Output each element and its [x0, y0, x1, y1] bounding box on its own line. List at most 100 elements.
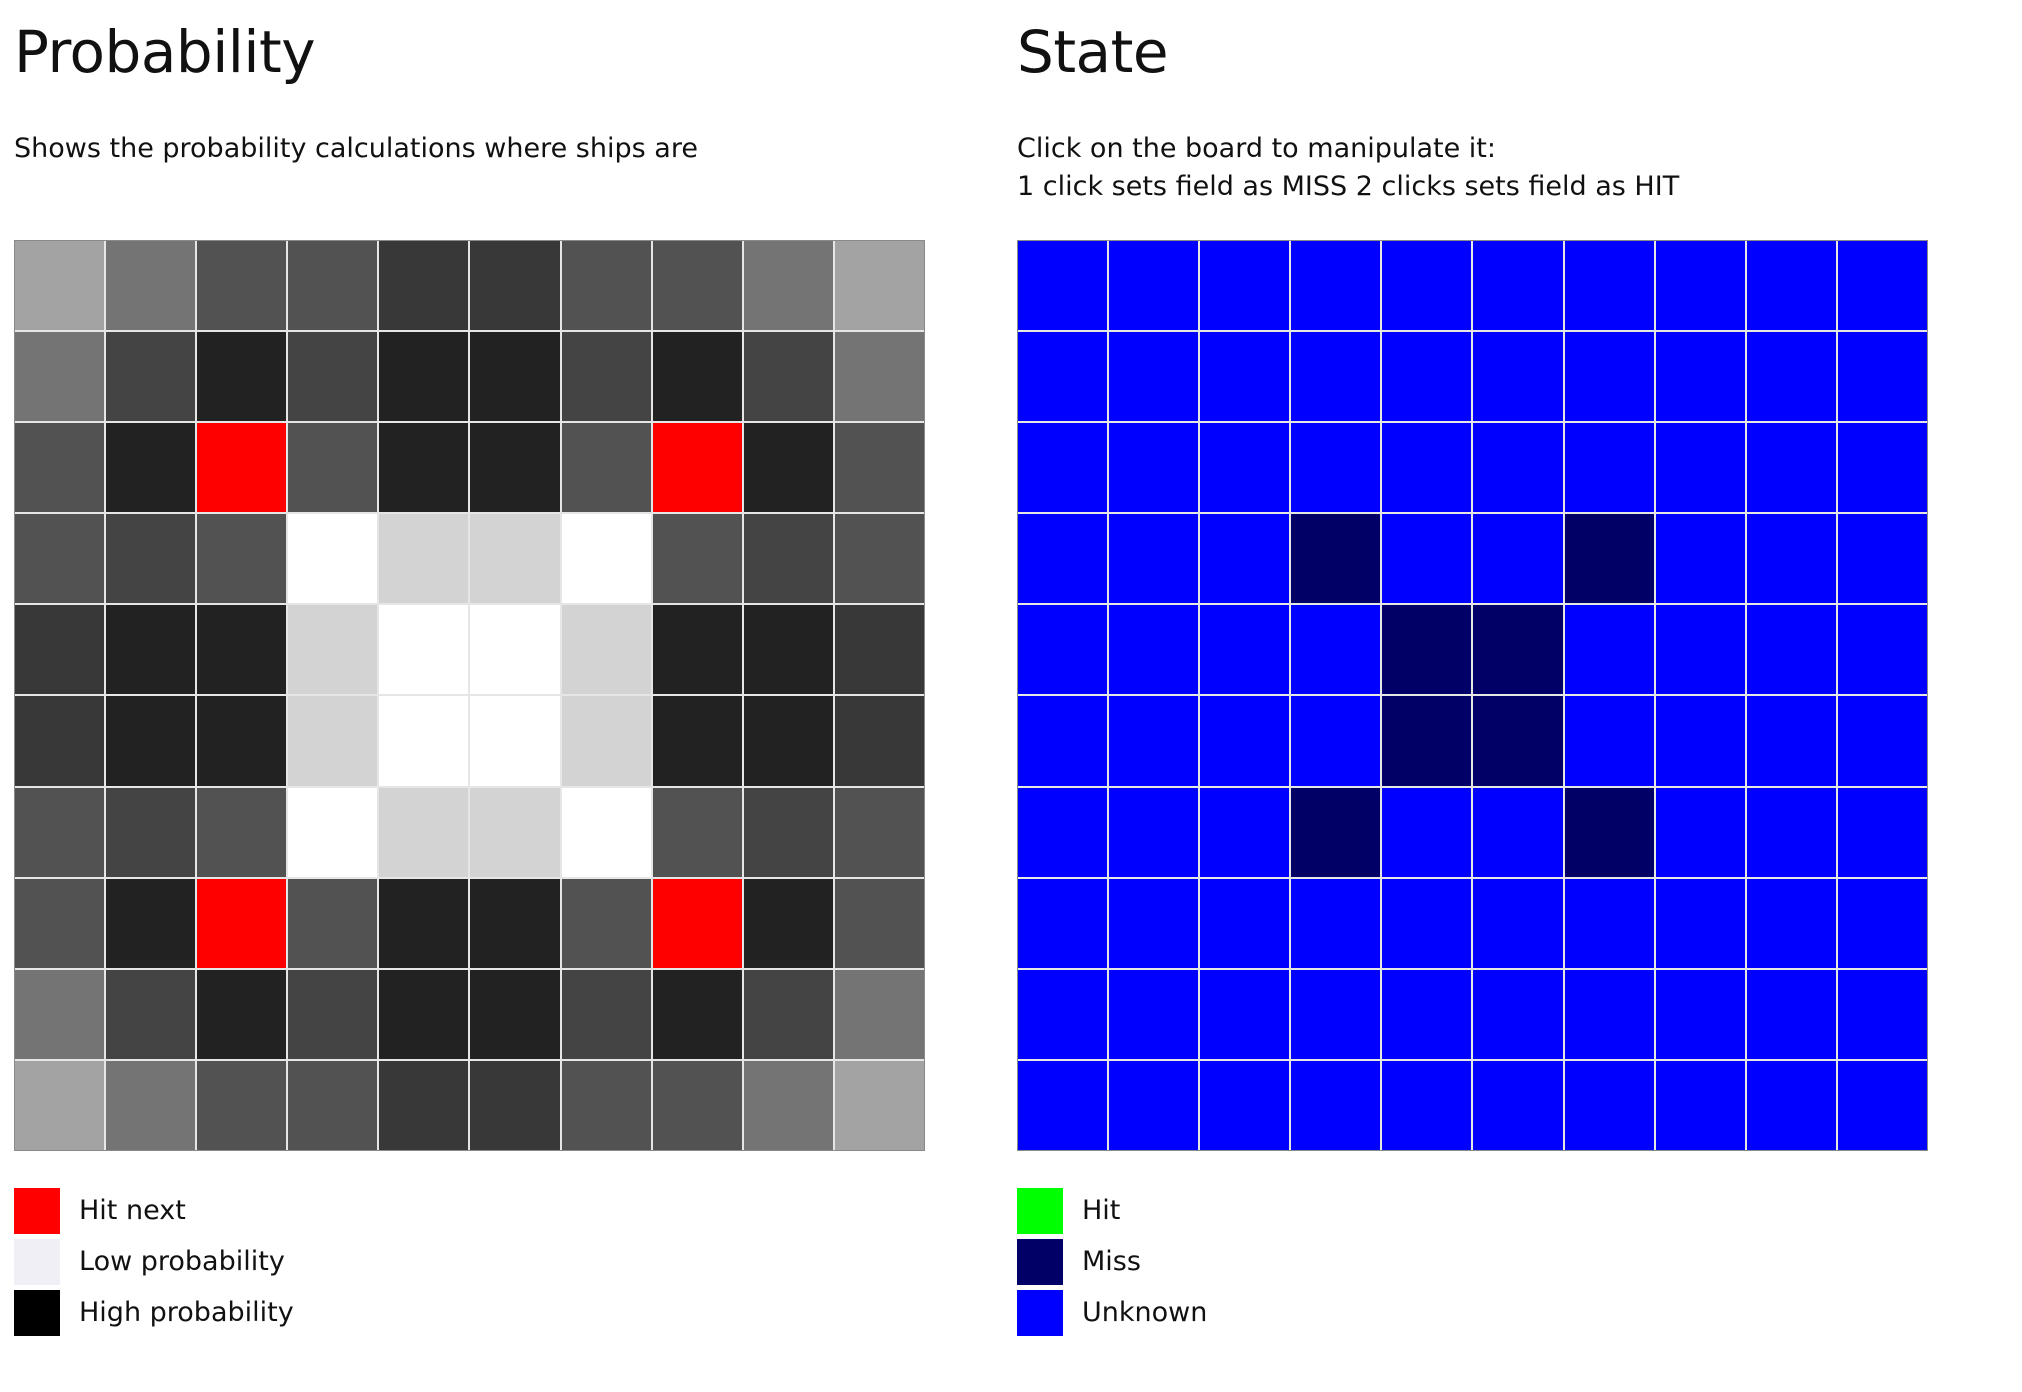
state-cell-9-0[interactable]	[1018, 1060, 1108, 1150]
state-cell-3-8[interactable]	[1746, 514, 1836, 604]
state-cell-8-5[interactable]	[1473, 969, 1563, 1059]
state-cell-3-0[interactable]	[1018, 514, 1108, 604]
state-cell-5-3[interactable]	[1291, 696, 1381, 786]
state-cell-6-3[interactable]	[1291, 787, 1381, 877]
state-cell-0-5[interactable]	[1473, 241, 1563, 331]
state-cell-4-8[interactable]	[1746, 605, 1836, 695]
state-cell-5-7[interactable]	[1655, 696, 1745, 786]
state-cell-9-2[interactable]	[1200, 1060, 1290, 1150]
state-cell-1-1[interactable]	[1109, 332, 1199, 422]
state-cell-7-3[interactable]	[1291, 878, 1381, 968]
state-cell-1-5[interactable]	[1473, 332, 1563, 422]
state-cell-5-4[interactable]	[1382, 696, 1472, 786]
state-cell-8-2[interactable]	[1200, 969, 1290, 1059]
state-cell-9-1[interactable]	[1109, 1060, 1199, 1150]
state-cell-1-7[interactable]	[1655, 332, 1745, 422]
state-cell-7-5[interactable]	[1473, 878, 1563, 968]
state-cell-6-7[interactable]	[1655, 787, 1745, 877]
state-cell-3-5[interactable]	[1473, 514, 1563, 604]
state-cell-2-1[interactable]	[1109, 423, 1199, 513]
state-cell-9-3[interactable]	[1291, 1060, 1381, 1150]
state-cell-6-9[interactable]	[1837, 787, 1927, 877]
state-cell-8-1[interactable]	[1109, 969, 1199, 1059]
state-cell-9-4[interactable]	[1382, 1060, 1472, 1150]
state-board[interactable]	[1017, 240, 1928, 1151]
state-cell-2-7[interactable]	[1655, 423, 1745, 513]
state-cell-2-0[interactable]	[1018, 423, 1108, 513]
state-cell-7-2[interactable]	[1200, 878, 1290, 968]
state-cell-5-9[interactable]	[1837, 696, 1927, 786]
state-cell-2-3[interactable]	[1291, 423, 1381, 513]
state-cell-7-0[interactable]	[1018, 878, 1108, 968]
state-cell-2-4[interactable]	[1382, 423, 1472, 513]
state-cell-3-2[interactable]	[1200, 514, 1290, 604]
state-cell-4-2[interactable]	[1200, 605, 1290, 695]
state-cell-8-6[interactable]	[1564, 969, 1654, 1059]
state-cell-4-7[interactable]	[1655, 605, 1745, 695]
state-cell-4-6[interactable]	[1564, 605, 1654, 695]
state-cell-7-9[interactable]	[1837, 878, 1927, 968]
state-cell-3-9[interactable]	[1837, 514, 1927, 604]
state-cell-6-0[interactable]	[1018, 787, 1108, 877]
state-cell-2-8[interactable]	[1746, 423, 1836, 513]
state-cell-7-4[interactable]	[1382, 878, 1472, 968]
state-cell-4-1[interactable]	[1109, 605, 1199, 695]
state-cell-5-2[interactable]	[1200, 696, 1290, 786]
state-cell-7-7[interactable]	[1655, 878, 1745, 968]
state-cell-4-5[interactable]	[1473, 605, 1563, 695]
state-cell-0-3[interactable]	[1291, 241, 1381, 331]
state-cell-1-3[interactable]	[1291, 332, 1381, 422]
state-cell-6-2[interactable]	[1200, 787, 1290, 877]
state-cell-3-1[interactable]	[1109, 514, 1199, 604]
state-cell-1-8[interactable]	[1746, 332, 1836, 422]
state-cell-5-0[interactable]	[1018, 696, 1108, 786]
state-cell-0-1[interactable]	[1109, 241, 1199, 331]
state-cell-2-5[interactable]	[1473, 423, 1563, 513]
state-cell-4-4[interactable]	[1382, 605, 1472, 695]
state-cell-6-6[interactable]	[1564, 787, 1654, 877]
state-cell-6-8[interactable]	[1746, 787, 1836, 877]
state-cell-8-9[interactable]	[1837, 969, 1927, 1059]
state-cell-9-7[interactable]	[1655, 1060, 1745, 1150]
state-cell-8-3[interactable]	[1291, 969, 1381, 1059]
state-cell-1-6[interactable]	[1564, 332, 1654, 422]
state-cell-9-8[interactable]	[1746, 1060, 1836, 1150]
state-cell-5-1[interactable]	[1109, 696, 1199, 786]
state-cell-7-8[interactable]	[1746, 878, 1836, 968]
state-cell-0-8[interactable]	[1746, 241, 1836, 331]
state-cell-5-6[interactable]	[1564, 696, 1654, 786]
state-cell-5-5[interactable]	[1473, 696, 1563, 786]
state-cell-9-6[interactable]	[1564, 1060, 1654, 1150]
state-cell-2-6[interactable]	[1564, 423, 1654, 513]
state-cell-9-9[interactable]	[1837, 1060, 1927, 1150]
state-cell-5-8[interactable]	[1746, 696, 1836, 786]
state-cell-4-0[interactable]	[1018, 605, 1108, 695]
state-cell-8-4[interactable]	[1382, 969, 1472, 1059]
state-cell-6-1[interactable]	[1109, 787, 1199, 877]
state-cell-7-6[interactable]	[1564, 878, 1654, 968]
state-cell-3-4[interactable]	[1382, 514, 1472, 604]
state-cell-3-3[interactable]	[1291, 514, 1381, 604]
state-cell-0-0[interactable]	[1018, 241, 1108, 331]
state-cell-0-2[interactable]	[1200, 241, 1290, 331]
state-cell-6-5[interactable]	[1473, 787, 1563, 877]
state-cell-3-6[interactable]	[1564, 514, 1654, 604]
state-cell-1-2[interactable]	[1200, 332, 1290, 422]
state-cell-9-5[interactable]	[1473, 1060, 1563, 1150]
state-cell-2-2[interactable]	[1200, 423, 1290, 513]
state-cell-0-6[interactable]	[1564, 241, 1654, 331]
state-cell-0-9[interactable]	[1837, 241, 1927, 331]
state-cell-7-1[interactable]	[1109, 878, 1199, 968]
state-cell-1-0[interactable]	[1018, 332, 1108, 422]
state-cell-4-3[interactable]	[1291, 605, 1381, 695]
state-cell-8-8[interactable]	[1746, 969, 1836, 1059]
state-cell-8-7[interactable]	[1655, 969, 1745, 1059]
state-cell-0-7[interactable]	[1655, 241, 1745, 331]
state-cell-3-7[interactable]	[1655, 514, 1745, 604]
state-cell-6-4[interactable]	[1382, 787, 1472, 877]
state-cell-1-4[interactable]	[1382, 332, 1472, 422]
state-cell-8-0[interactable]	[1018, 969, 1108, 1059]
state-cell-2-9[interactable]	[1837, 423, 1927, 513]
state-cell-4-9[interactable]	[1837, 605, 1927, 695]
state-cell-0-4[interactable]	[1382, 241, 1472, 331]
